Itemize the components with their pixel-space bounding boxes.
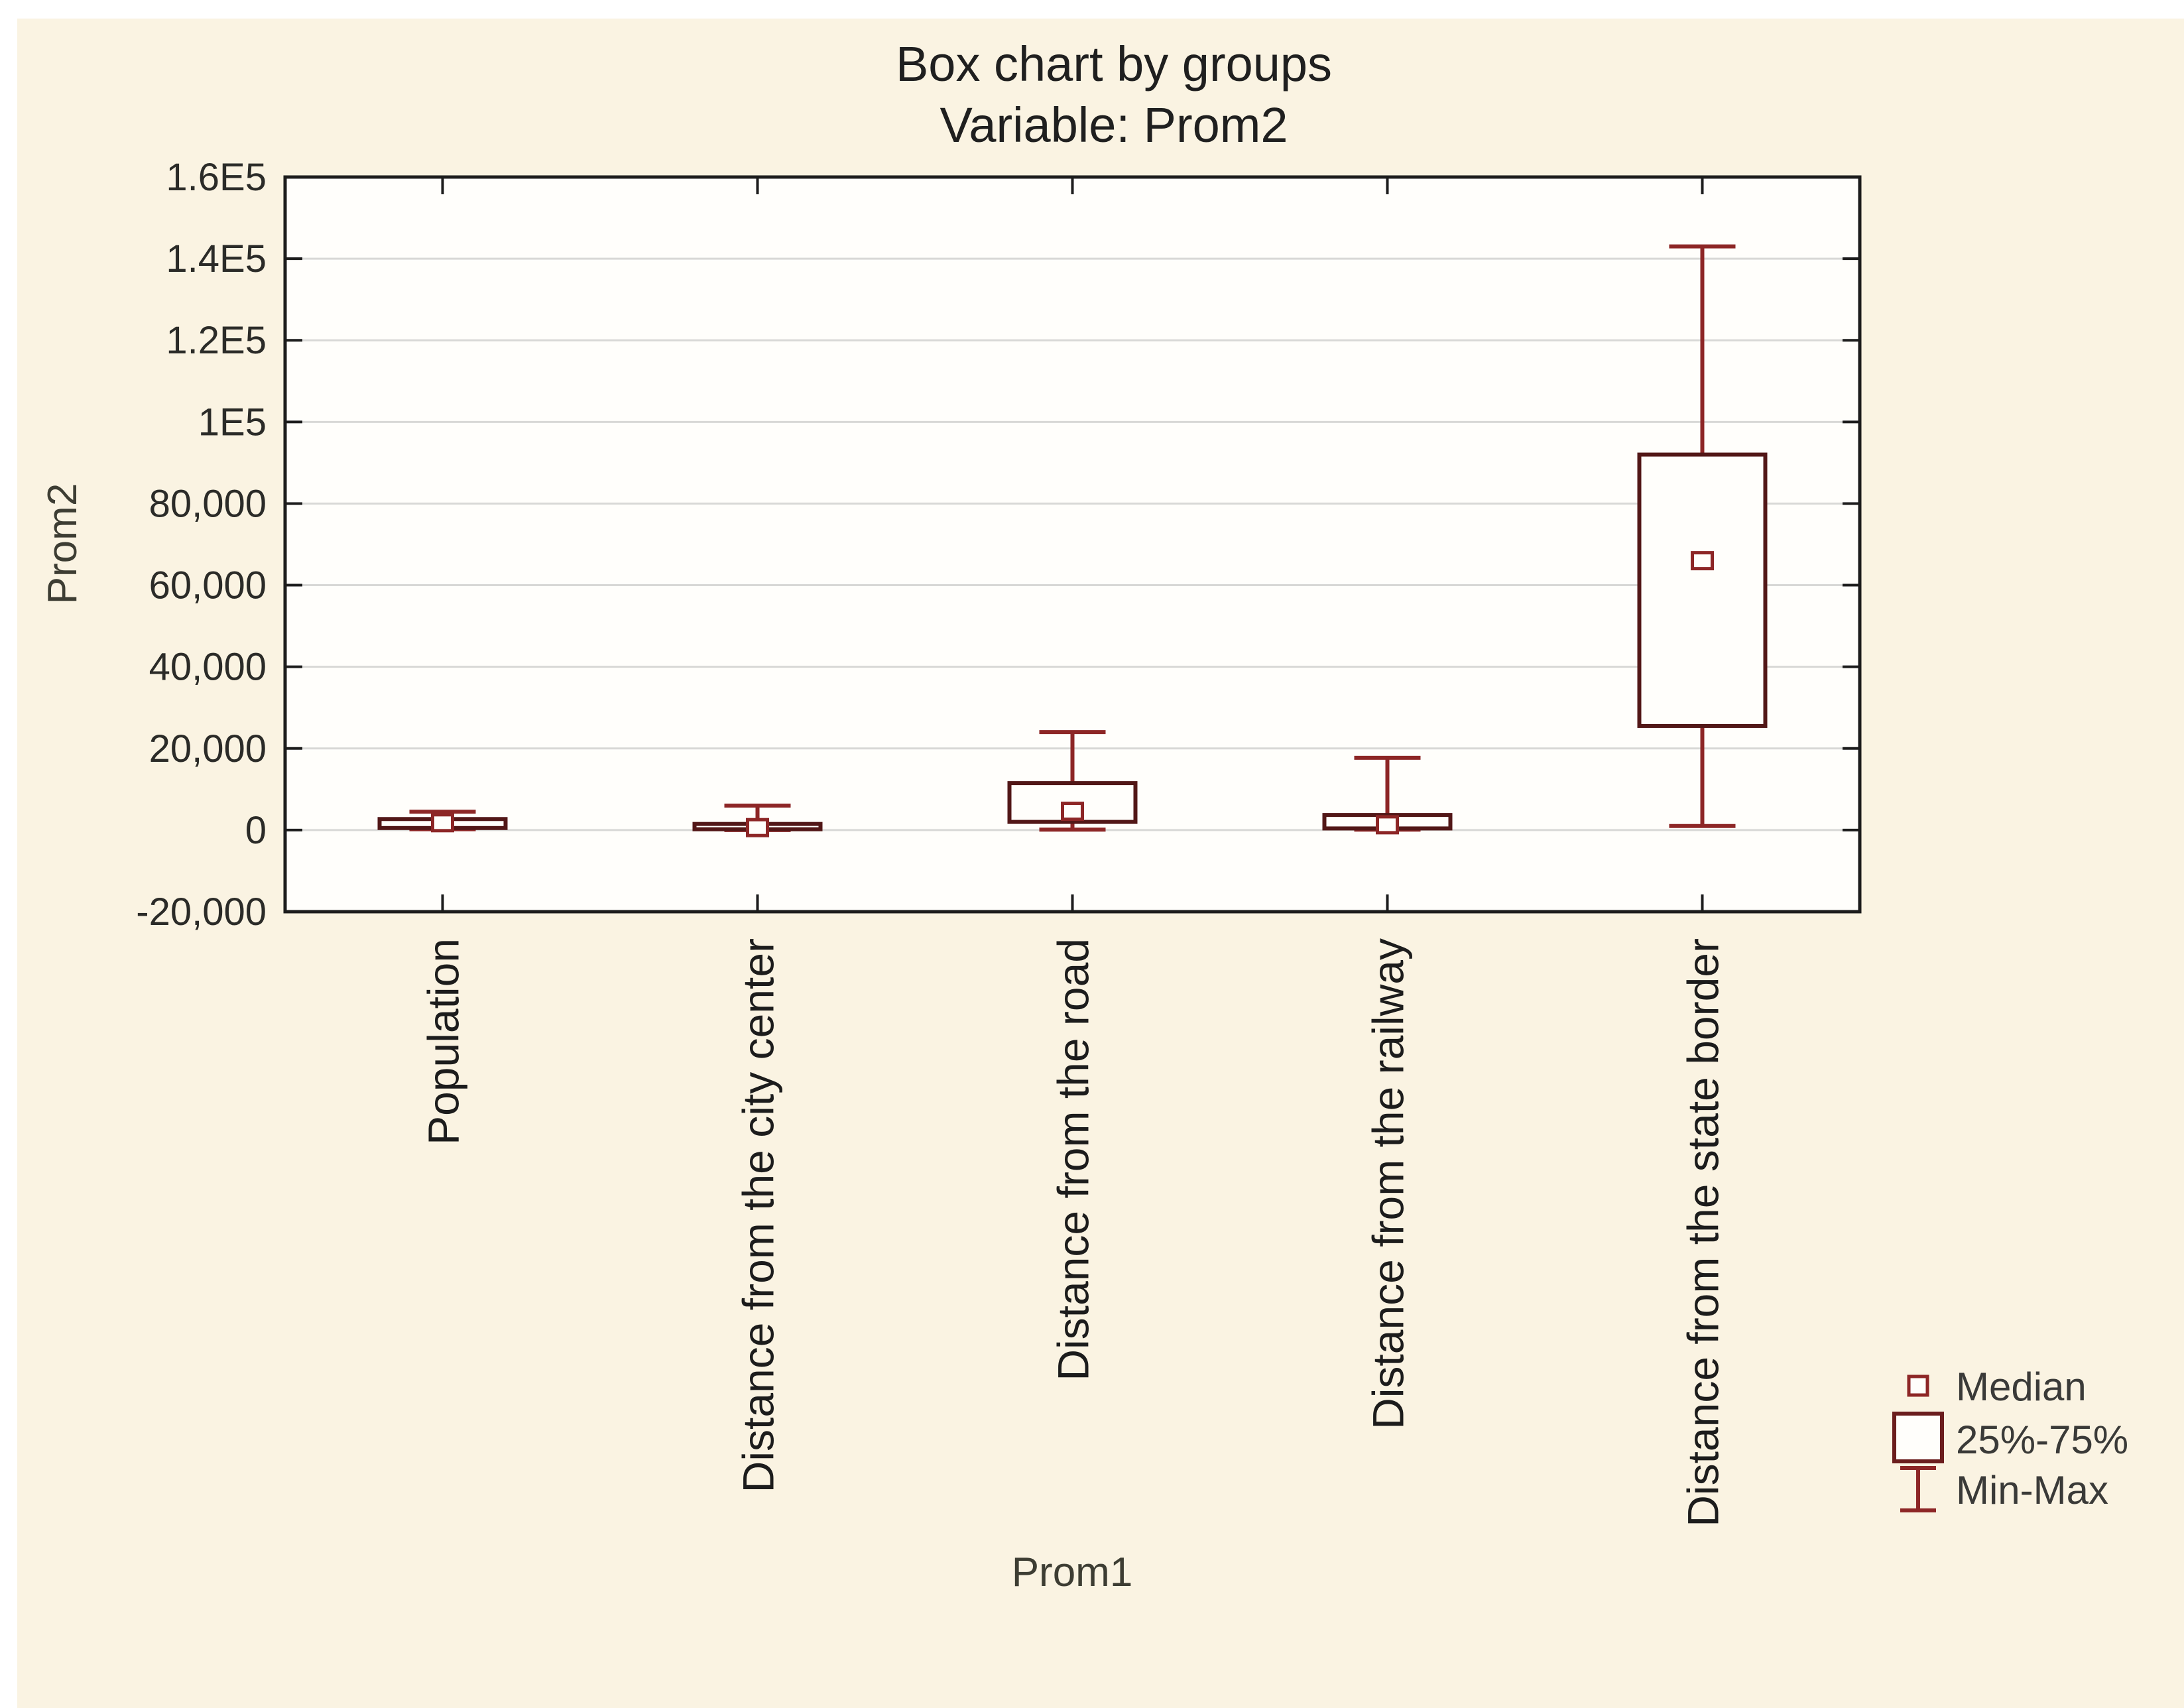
x-category-label: Distance from the state border: [1679, 938, 1728, 1527]
x-axis-title: Prom1: [1012, 1550, 1133, 1595]
legend: Median 25%-75% Min-Max: [1892, 1365, 2128, 1512]
y-tick-labels: -20,000 0 20,000 40,000 60,000 80,000 1E5 1.2E5…: [136, 156, 267, 934]
median-marker: [431, 813, 454, 833]
chart-title: Box chart by groups: [896, 36, 1332, 91]
legend-quartile-label: 25%-75%: [1956, 1418, 2128, 1462]
x-category-labels: Population Distance from the city center D…: [419, 938, 1728, 1527]
y-axis-title: Prom2: [40, 483, 86, 605]
median-marker: [1376, 815, 1399, 835]
box-plot-group: [1637, 244, 1768, 828]
median-marker: [746, 818, 769, 837]
gridlines: [287, 257, 1858, 831]
x-category-label: Distance from the road: [1049, 938, 1098, 1381]
x-category-label: Distance from the city center: [734, 938, 783, 1493]
axis-ticks: [285, 177, 1860, 912]
box-plot-group: [377, 810, 508, 833]
legend-minmax-label: Min-Max: [1956, 1468, 2108, 1512]
y-tick-label: 1.2E5: [166, 319, 267, 362]
median-marker: [1061, 802, 1084, 822]
y-tick-label: -20,000: [136, 890, 267, 934]
x-category-label: Distance from the railway: [1364, 938, 1413, 1430]
legend-median-square-icon: [1907, 1374, 1929, 1397]
box-plot-group: [1007, 730, 1138, 832]
x-category-label: Population: [419, 938, 468, 1145]
y-tick-label: 1.4E5: [166, 237, 267, 280]
chart-subtitle: Variable: Prom2: [940, 97, 1288, 152]
box-plot-group: [1322, 755, 1453, 835]
median-marker: [1691, 551, 1714, 571]
box-plot-group: [692, 803, 823, 837]
y-tick-label: 80,000: [149, 482, 267, 525]
y-tick-label: 1.6E5: [166, 156, 267, 199]
y-tick-label: 40,000: [149, 646, 267, 689]
legend-box-icon: [1892, 1412, 1944, 1463]
y-tick-label: 20,000: [149, 727, 267, 770]
quartile-box: [1637, 452, 1768, 728]
y-tick-label: 0: [245, 809, 267, 852]
y-tick-label: 60,000: [149, 564, 267, 607]
y-tick-label: 1E5: [198, 400, 267, 444]
box-series: [377, 244, 1768, 837]
legend-whisker-icon: [1900, 1466, 1936, 1512]
legend-median-label: Median: [1956, 1365, 2087, 1409]
